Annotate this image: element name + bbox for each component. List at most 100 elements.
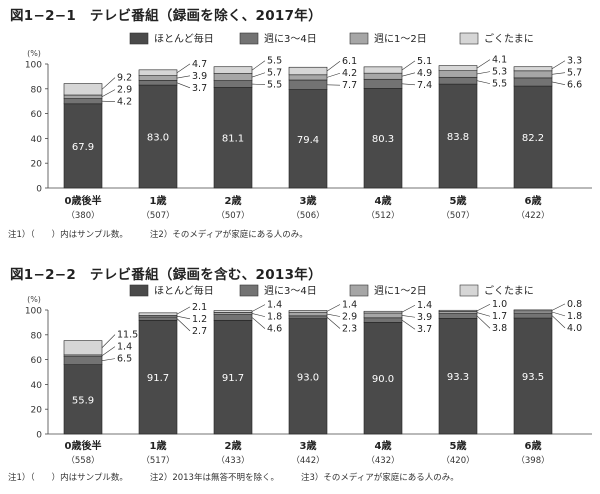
chart1-notes: 注1）（ ）内はサンプル数。 注2）そのメディアが家庭にある人のみ。: [8, 228, 330, 240]
chart2-legend-label: 週に1〜2日: [374, 285, 427, 297]
chart2-legend-swatch: [239, 284, 259, 297]
chart2-bar-segment: [513, 312, 553, 319]
chart1-leader-line: [476, 80, 491, 84]
chart2-bar-segment: [438, 313, 478, 319]
chart2-category-label: 6歳: [525, 439, 542, 452]
chart1-category-label: 5歳: [450, 194, 467, 207]
chart2-sample-size-label: （442）: [291, 455, 324, 466]
chart1-category-label: 0歳後半: [65, 194, 102, 207]
chart2-y-tick-label: 0: [36, 431, 42, 441]
chart2-figure: ほとんど毎日 週に3〜4日 週に1〜2日 ごくたまに (%) 0 20 40 60 80 100 55…: [25, 284, 592, 466]
chart2-bar-segment: [63, 364, 103, 435]
chart1-data-label: 4.1: [492, 55, 507, 66]
chart1-bar-segment: [363, 88, 403, 189]
chart2-note-1: 注1）（ ）内はサンプル数。: [8, 473, 128, 483]
chart2-y-tick-label: 100: [25, 307, 42, 317]
chart1-y-tick-label: 60: [31, 110, 43, 120]
chart1-data-label: 4.9: [417, 68, 432, 79]
chart1-bar-segment: [213, 87, 253, 189]
chart1-category-label: 6歳: [525, 194, 542, 207]
chart1-bar-segment: [63, 94, 103, 99]
chart2-sample-size-label: （398）: [516, 455, 549, 466]
chart2-data-label: 1.4: [117, 342, 132, 353]
chart2-bar-segment: [138, 319, 178, 435]
chart1-leader-line: [551, 81, 566, 86]
chart2-data-label: 3.8: [492, 323, 507, 334]
chart1-bar-segment: [63, 98, 103, 105]
chart2-leader-line: [251, 317, 266, 329]
chart1-data-label: 3.9: [192, 71, 207, 82]
chart1-bar-segment: [213, 80, 253, 88]
chart1-legend-label: 週に3〜4日: [264, 33, 317, 45]
chart1-leader-line: [326, 60, 341, 72]
chart1-data-label: 2.9: [117, 85, 132, 96]
chart2-leader-line: [476, 315, 491, 329]
chart1-sample-size-label: （422）: [516, 210, 549, 221]
chart2-data-label: 1.7: [492, 311, 507, 322]
chart1-bar-segment: [138, 75, 178, 81]
chart2-leader-line: [401, 315, 416, 318]
chart1-leader-line: [551, 60, 566, 70]
chart1-leader-line: [251, 83, 266, 86]
chart2-data-label: 6.5: [117, 354, 132, 365]
chart1-legend-swatch: [239, 32, 259, 45]
chart2-legend-label: ごくたまに: [484, 284, 534, 297]
chart2-bar-segment: [288, 315, 328, 319]
chart2-bar-segment: [138, 316, 178, 321]
chart2-bar-segment: [63, 340, 103, 356]
chart2-bar-segment: [513, 309, 553, 312]
chart1-data-label: 79.4: [297, 135, 319, 146]
chart1-category-label: 3歳: [300, 194, 317, 207]
chart1-legend: ほとんど毎日 週に3〜4日 週に1〜2日 ごくたまに: [129, 32, 534, 45]
chart1-bar-segment: [513, 70, 553, 79]
chart1-legend-label: 週に1〜2日: [374, 33, 427, 45]
chart2-data-label: 4.0: [567, 323, 582, 334]
chart2-bar-segment: [363, 310, 403, 314]
chart1-data-label: 5.7: [267, 68, 282, 79]
chart1-data-label: 4.2: [342, 68, 357, 79]
chart2-legend-label: ほとんど毎日: [154, 284, 214, 297]
chart1-bar-segment: [288, 79, 328, 90]
chart1-data-label: 67.9: [72, 142, 94, 153]
chart2-bar-segment: [288, 311, 328, 317]
chart1-leader-line: [476, 71, 491, 75]
chart1-data-label: 6.1: [342, 56, 357, 67]
chart2-category-label: 2歳: [225, 439, 242, 452]
chart2-data-label: 1.2: [192, 314, 207, 325]
chart1-category-label: 2歳: [225, 194, 242, 207]
chart1-bar-segment: [513, 77, 553, 87]
chart2-legend-swatch: [129, 284, 149, 297]
chart2-bar-segment: [438, 311, 478, 314]
chart2-category-label: 3歳: [300, 439, 317, 452]
chart2-data-label: 93.0: [297, 372, 319, 383]
chart2-leader-line: [176, 318, 191, 332]
chart1-bar-segment: [438, 70, 478, 78]
chart1-leader-line: [551, 72, 566, 75]
chart2-data-label: 4.6: [267, 324, 282, 335]
chart1-data-label: 80.3: [372, 134, 394, 145]
chart2-bar-segment: [213, 310, 253, 313]
chart1-data-label: 4.2: [117, 97, 132, 108]
chart1-data-label: 83.0: [147, 133, 169, 144]
chart1-data-label: 83.8: [447, 132, 469, 143]
chart2-leader-line: [251, 304, 266, 312]
chart2-sample-size-label: （433）: [216, 455, 249, 466]
chart2-leader-line: [176, 306, 191, 315]
chart2-leader-line: [251, 313, 266, 317]
chart1-legend-label: ほとんど毎日: [154, 32, 214, 45]
chart1-data-label: 3.7: [192, 83, 207, 94]
chart2-bar-segment: [513, 310, 553, 314]
chart1-bar-segment: [288, 66, 328, 76]
chart2-bar-segment: [213, 312, 253, 315]
chart2-y-tick-label: 40: [31, 381, 43, 391]
chart1-bar-segment: [363, 78, 403, 89]
chart1-sample-size-label: （507）: [141, 210, 174, 221]
chart2-data-label: 2.1: [192, 302, 207, 313]
chart2-data-label: 93.3: [447, 372, 469, 383]
chart1-data-label: 3.3: [567, 56, 582, 67]
chart1-bar-segment: [438, 76, 478, 85]
chart2-data-label: 2.9: [342, 311, 357, 322]
chart1-data-label: 5.5: [492, 79, 507, 90]
chart1-bar-segment: [138, 84, 178, 189]
chart1-bar-segment: [363, 72, 403, 80]
